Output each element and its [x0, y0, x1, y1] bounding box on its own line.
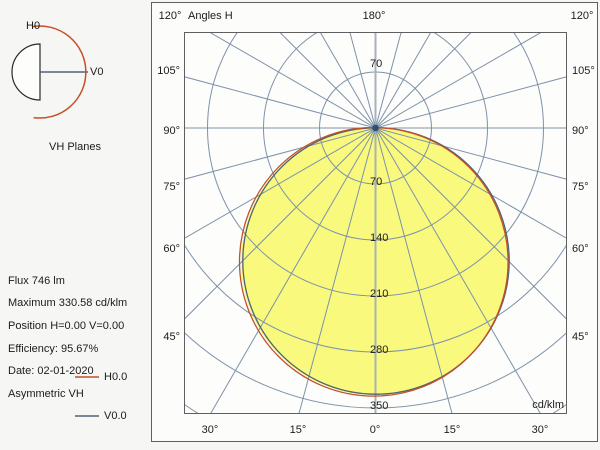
angle-label-bottom-30L: 30°: [201, 424, 219, 436]
plot-border: [184, 32, 567, 414]
angle-label-left-45: 45°: [163, 331, 180, 343]
legend: H0.0 V0.0: [0, 180, 151, 422]
radial-label-350: 350: [370, 400, 389, 412]
vh-planes-label: VH Planes: [49, 141, 101, 153]
angle-label-left-105: 105°: [157, 65, 180, 77]
icon-h0-label: H0: [26, 20, 41, 32]
angle-label-right-60: 60°: [572, 243, 589, 255]
angle-label-left-90: 90°: [163, 125, 180, 137]
icon-v0-label: V0: [90, 66, 104, 78]
info-flux: Flux 746 lm: [8, 275, 65, 287]
legend-v-line: [75, 415, 99, 417]
angle-label-bottom-0: 0°: [369, 424, 381, 436]
angle-label-bottom-30R: 30°: [531, 424, 549, 436]
info-date: Date: 02-01-2020: [8, 365, 94, 377]
sidebar: H0 V0 VH Planes H0.0 V0.0 Flux 746 lm Ma…: [0, 0, 151, 450]
angle-label-left-75: 75°: [163, 181, 180, 193]
angle-label-bottom-15R: 15°: [443, 424, 461, 436]
luminaire-half-circle-icon: [11, 43, 41, 101]
radial-label-70: 70: [370, 176, 383, 188]
angle-label-left-60: 60°: [163, 243, 180, 255]
angle-label-bottom-15L: 15°: [289, 424, 307, 436]
legend-h-label: H0.0: [104, 371, 128, 383]
angle-label-top-center: 180°: [362, 10, 386, 22]
polar-plot: [184, 32, 567, 414]
h-plane-arc: [31, 25, 87, 119]
radial-label-280: 280: [370, 344, 389, 356]
info-position: Position H=0.00 V=0.00: [8, 320, 125, 332]
info-efficiency: Efficiency: 95.67%: [8, 343, 99, 355]
angle-label-right-45: 45°: [572, 331, 589, 343]
polar-origin-dot: [372, 124, 379, 132]
radial-label-140: 140: [370, 232, 389, 244]
unit-label: cd/klm: [532, 399, 564, 411]
info-symmetry: Asymmetric VH: [8, 388, 84, 400]
info-maximum: Maximum 330.58 cd/klm: [8, 297, 128, 309]
angle-label-right-75: 75°: [572, 181, 589, 193]
angle-label-top-left: 120°: [158, 10, 182, 22]
legend-v-label: V0.0: [104, 410, 127, 422]
radial-label-70-above: 70: [370, 58, 383, 70]
angle-label-right-90: 90°: [572, 125, 589, 137]
vh-planes-icon: [11, 25, 88, 119]
polar-chart-frame: 120° Angles H 180° 120° 105° 90° 75° 60°…: [151, 2, 598, 442]
radial-label-210: 210: [370, 288, 389, 300]
chart-title: Angles H: [188, 10, 233, 22]
angle-label-top-right: 120°: [570, 10, 594, 22]
legend-h-line: [75, 376, 99, 378]
angle-label-right-105: 105°: [572, 65, 595, 77]
